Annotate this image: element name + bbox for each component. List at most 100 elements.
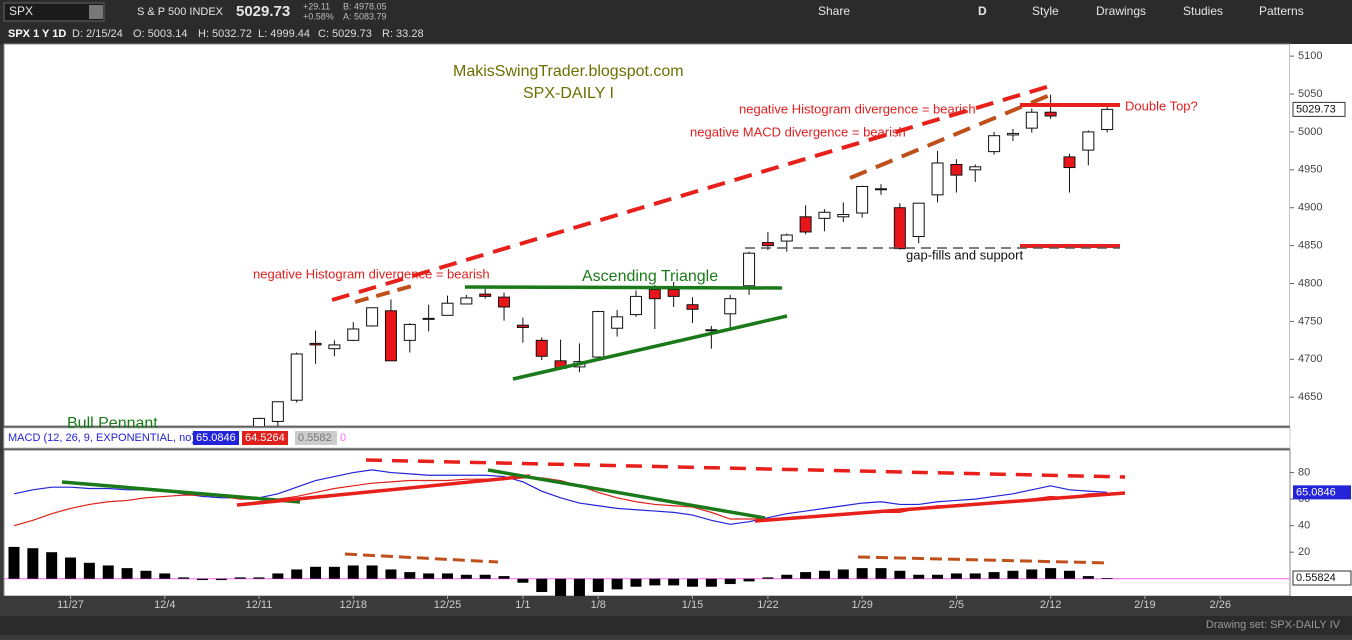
histogram-bar — [27, 548, 39, 579]
candle-body — [592, 311, 605, 358]
x-tick-label: 1/29 — [851, 599, 872, 611]
x-tick-label: 12/18 — [339, 599, 367, 611]
candle-body — [611, 316, 624, 329]
candle-body — [761, 242, 774, 247]
histogram-bar — [140, 570, 152, 579]
histogram-bar — [932, 574, 944, 579]
histogram-bar — [8, 546, 20, 579]
drawings-button[interactable]: Drawings — [1096, 4, 1146, 18]
share-button[interactable]: Share — [818, 4, 850, 18]
histogram-bar — [875, 568, 887, 579]
histogram-bar — [196, 578, 208, 581]
trend-line — [354, 284, 413, 304]
candle-body — [347, 328, 360, 341]
studies-button[interactable]: Studies — [1183, 4, 1223, 18]
candle-body — [498, 296, 511, 308]
histogram-bar — [46, 552, 58, 579]
candle-body — [1025, 111, 1038, 129]
x-tick-label: 2/5 — [949, 599, 964, 611]
histogram-bar — [555, 578, 567, 596]
value-box — [1293, 485, 1351, 500]
histogram-bar — [573, 578, 585, 596]
y-tick-label: 4900 — [1298, 202, 1322, 214]
style-button[interactable]: Style — [1032, 4, 1059, 18]
histogram-bar — [988, 572, 1000, 579]
histogram-bar — [423, 573, 435, 579]
date-axis — [0, 596, 1352, 616]
candle-body — [837, 214, 850, 218]
histogram-bar — [83, 562, 95, 579]
histogram-bar — [1007, 570, 1019, 579]
candle-body — [724, 298, 737, 315]
histogram-bar — [837, 569, 849, 579]
header-item: H: 5032.72 — [198, 28, 252, 40]
y-tick-label: 4700 — [1298, 353, 1322, 365]
candle-body — [931, 162, 944, 196]
trend-line — [331, 84, 1051, 302]
candle-body — [874, 188, 887, 191]
ask: A: 5083.79 — [343, 11, 387, 21]
candle-body — [705, 329, 718, 332]
x-tick-label: 1/22 — [757, 599, 778, 611]
candle-body — [441, 302, 454, 316]
histogram-bar — [592, 578, 604, 593]
histogram-bar — [253, 577, 265, 579]
x-tick-label: 2/26 — [1210, 599, 1231, 611]
histogram-bar — [121, 568, 133, 579]
candle-body — [1063, 156, 1076, 169]
last-price: 5029.73 — [236, 3, 290, 20]
histogram-bar — [800, 572, 812, 579]
header-item: L: 4999.44 — [258, 28, 310, 40]
annotation: Double Top? — [1125, 98, 1198, 113]
histogram-bar — [1026, 569, 1038, 579]
histogram-bar — [687, 578, 699, 587]
histogram-bar — [159, 573, 171, 579]
annotation: MakisSwingTrader.blogspot.com — [453, 63, 684, 80]
footer-bar — [0, 616, 1352, 635]
patterns-button[interactable]: Patterns — [1259, 4, 1304, 18]
legend-item: MACD (12, 26, 9, EXPONENTIAL, no) — [8, 432, 195, 444]
x-tick-label: 12/25 — [434, 599, 462, 611]
histogram-bar — [234, 577, 246, 579]
y-tick-label: 20 — [1298, 546, 1310, 558]
histogram-bar — [818, 570, 830, 579]
x-tick-label: 12/11 — [246, 599, 273, 611]
candle-body — [856, 185, 869, 214]
dropdown[interactable] — [89, 5, 103, 19]
histogram-bar — [743, 578, 755, 582]
histogram-bar — [479, 574, 491, 579]
candle-body — [309, 342, 322, 346]
y-tick-label: 4800 — [1298, 277, 1322, 289]
y-tick-label: 4950 — [1298, 164, 1322, 176]
candle-body — [384, 310, 397, 362]
candle-body — [988, 135, 1001, 153]
candle-body — [648, 289, 661, 300]
period-button[interactable]: D — [978, 4, 987, 18]
x-tick-label: 12/4 — [154, 599, 175, 611]
candle-body — [1006, 132, 1019, 136]
candle-body — [479, 293, 492, 297]
histogram-bar — [1082, 576, 1094, 579]
legend-box — [337, 431, 349, 445]
candle-body — [969, 166, 982, 171]
candle-body — [403, 323, 416, 341]
annotation: negative Histogram divergence = bearish — [253, 266, 490, 281]
histogram-bar — [385, 569, 397, 579]
hist-trend — [857, 555, 1111, 565]
legend-item: 64.5264 — [245, 432, 285, 444]
histogram-bar — [102, 565, 114, 579]
symbol-box[interactable] — [3, 2, 105, 22]
price-label: 5029.73 — [1296, 103, 1336, 115]
value-box — [1292, 570, 1352, 586]
histogram-bar — [404, 572, 416, 579]
macd-trend — [61, 480, 301, 504]
candle-body — [1044, 111, 1057, 117]
candle-body — [535, 339, 548, 357]
legend-box — [242, 431, 288, 445]
candle-body — [366, 307, 379, 327]
header-bar — [0, 24, 1352, 44]
price-box — [1292, 101, 1346, 117]
histogram-bar — [781, 574, 793, 579]
y-tick-label: 4850 — [1298, 240, 1322, 252]
value-label: 65.0846 — [1296, 486, 1336, 498]
